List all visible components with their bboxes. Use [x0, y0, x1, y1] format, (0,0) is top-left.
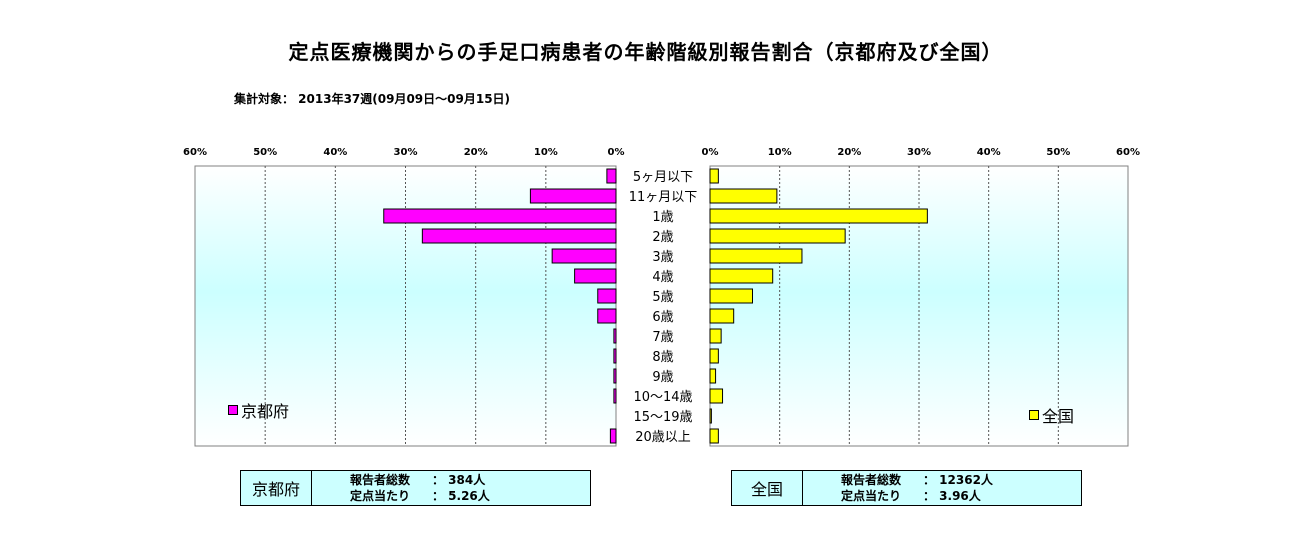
legend-left: 京都府: [228, 398, 289, 422]
category-label: 2歳: [652, 230, 673, 245]
bar-national: [709, 308, 735, 324]
info-reporters-label-national: 報告者総数: [841, 473, 902, 487]
x-tick-label-right: 0%: [702, 147, 719, 158]
category-label: 10～14歳: [633, 390, 692, 405]
x-tick-label-left: 0%: [608, 147, 625, 158]
info-box-kyoto: 京都府 報告者総数 ： 384人 定点当たり ： 5.26人: [240, 470, 591, 506]
bar-national: [709, 388, 724, 404]
info-perpoint-label-national: 定点当たり: [841, 489, 902, 503]
x-tick-label-right: 40%: [977, 147, 1001, 158]
info-perpoint-value-kyoto: ： 5.26人: [432, 489, 490, 503]
bar-national: [709, 368, 717, 384]
bar-national: [709, 288, 753, 304]
chart-title: 定点医療機関からの手足口病患者の年齢階級別報告割合（京都府及び全国）: [288, 40, 1003, 64]
category-label: 7歳: [652, 330, 673, 345]
bar-national: [709, 208, 928, 224]
info-perpoint-value-national: ： 3.96人: [923, 489, 981, 503]
x-tick-label-left: 20%: [464, 147, 488, 158]
legend-swatch-national: [1029, 410, 1039, 420]
category-label: 15～19歳: [633, 410, 692, 425]
bar-national: [709, 248, 803, 264]
bar-national: [709, 188, 778, 204]
x-tick-label-right: 60%: [1116, 147, 1140, 158]
bar-kyoto: [613, 368, 617, 384]
category-label: 8歳: [652, 350, 673, 365]
category-label: 11ヶ月以下: [629, 190, 698, 205]
x-tick-label-left: 50%: [253, 147, 277, 158]
category-label: 5歳: [652, 290, 673, 305]
bar-kyoto: [613, 388, 617, 404]
x-tick-label-right: 30%: [907, 147, 931, 158]
bar-kyoto: [383, 208, 617, 224]
bar-national: [709, 348, 719, 364]
bar-national: [709, 328, 722, 344]
x-tick-label-right: 50%: [1046, 147, 1070, 158]
x-tick-label-right: 20%: [837, 147, 861, 158]
bar-kyoto: [606, 168, 617, 184]
bar-kyoto: [609, 428, 617, 444]
info-name-national: 全国: [732, 471, 803, 505]
info-reporters-value-kyoto: ： 384人: [432, 473, 486, 487]
category-label: 5ヶ月以下: [633, 170, 693, 185]
bar-kyoto: [613, 348, 617, 364]
bar-kyoto: [613, 328, 617, 344]
bar-kyoto: [574, 268, 617, 284]
info-reporters-value-national: ： 12362人: [923, 473, 993, 487]
x-tick-label-left: 60%: [183, 147, 207, 158]
bar-kyoto: [597, 308, 617, 324]
info-perpoint-label-kyoto: 定点当たり: [350, 489, 411, 503]
bar-national: [709, 228, 846, 244]
chart-subtitle: 集計対象： 2013年37週(09月09日～09月15日): [234, 92, 511, 106]
legend-label-kyoto: 京都府: [241, 402, 290, 421]
category-label: 6歳: [652, 310, 673, 325]
x-tick-label-left: 30%: [394, 147, 418, 158]
bar-national: [709, 428, 719, 444]
category-label: 20歳以上: [635, 430, 691, 445]
legend-right: 全国: [1029, 403, 1074, 427]
x-tick-label-right: 10%: [768, 147, 792, 158]
bar-kyoto: [551, 248, 617, 264]
category-label: 4歳: [652, 270, 673, 285]
x-tick-label-left: 40%: [323, 147, 347, 158]
info-name-kyoto: 京都府: [241, 471, 312, 505]
bar-kyoto: [597, 288, 617, 304]
bar-kyoto: [529, 188, 617, 204]
category-label: 3歳: [652, 250, 673, 265]
info-box-national: 全国 報告者総数 ： 12362人 定点当たり ： 3.96人: [731, 470, 1082, 506]
category-label: 9歳: [652, 370, 673, 385]
category-label: 1歳: [652, 210, 673, 225]
bar-national: [709, 268, 774, 284]
legend-swatch-kyoto: [228, 405, 238, 415]
info-reporters-label-kyoto: 報告者総数: [350, 473, 411, 487]
bar-national: [709, 408, 712, 424]
bar-kyoto: [421, 228, 617, 244]
x-tick-label-left: 10%: [534, 147, 558, 158]
legend-label-national: 全国: [1042, 407, 1075, 426]
bar-national: [709, 168, 719, 184]
